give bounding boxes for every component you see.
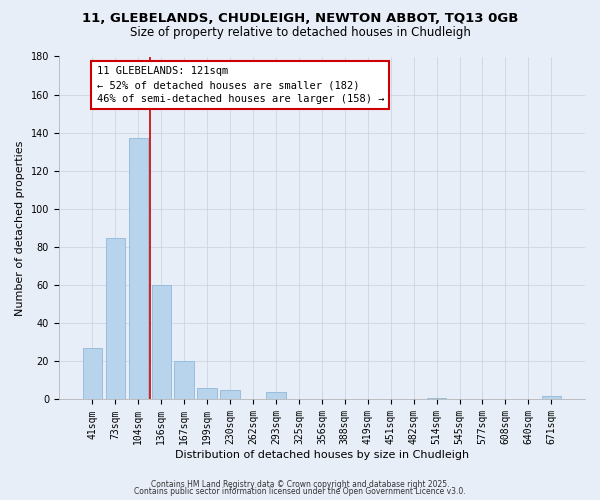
Bar — [106, 238, 125, 400]
Y-axis label: Number of detached properties: Number of detached properties — [15, 140, 25, 316]
Bar — [220, 390, 240, 400]
Bar — [197, 388, 217, 400]
Text: 11, GLEBELANDS, CHUDLEIGH, NEWTON ABBOT, TQ13 0GB: 11, GLEBELANDS, CHUDLEIGH, NEWTON ABBOT,… — [82, 12, 518, 26]
Bar — [152, 285, 171, 400]
Text: Size of property relative to detached houses in Chudleigh: Size of property relative to detached ho… — [130, 26, 470, 39]
Bar — [83, 348, 102, 400]
Bar — [427, 398, 446, 400]
Bar — [266, 392, 286, 400]
Bar — [128, 138, 148, 400]
X-axis label: Distribution of detached houses by size in Chudleigh: Distribution of detached houses by size … — [175, 450, 469, 460]
Text: Contains public sector information licensed under the Open Government Licence v3: Contains public sector information licen… — [134, 487, 466, 496]
Text: 11 GLEBELANDS: 121sqm
← 52% of detached houses are smaller (182)
46% of semi-det: 11 GLEBELANDS: 121sqm ← 52% of detached … — [97, 66, 384, 104]
Bar — [175, 362, 194, 400]
Bar — [542, 396, 561, 400]
Text: Contains HM Land Registry data © Crown copyright and database right 2025.: Contains HM Land Registry data © Crown c… — [151, 480, 449, 489]
